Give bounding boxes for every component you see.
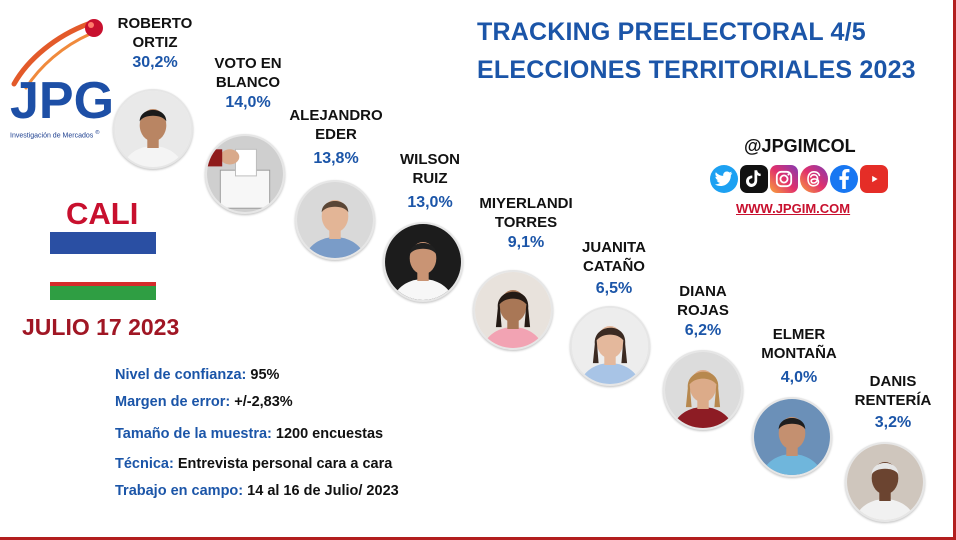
methodology-item: Nivel de confianza: 95% — [115, 367, 280, 383]
instagram-icon[interactable] — [770, 165, 798, 193]
avatar-icon — [115, 91, 191, 167]
candidate-photo — [752, 397, 832, 477]
flag-stripe-blue — [50, 232, 156, 254]
website-link[interactable]: WWW.JPGIM.COM — [736, 201, 851, 216]
candidate-photo — [845, 442, 925, 522]
threads-icon[interactable] — [800, 165, 828, 193]
methodology-item: Técnica: Entrevista personal cara a cara — [115, 456, 393, 472]
avatar-icon — [572, 308, 648, 384]
tiktok-icon[interactable] — [740, 165, 768, 193]
survey-date: JULIO 17 2023 — [22, 314, 180, 340]
candidate-name: DANIS RENTERÍA — [854, 373, 932, 409]
methodology-item: Tamaño de la muestra: 1200 encuestas — [115, 426, 384, 442]
twitter-icon[interactable] — [710, 165, 738, 193]
candidate-percentage: 4,0% — [780, 369, 818, 386]
flag-stripe-red — [50, 282, 156, 286]
candidate-photo — [295, 180, 375, 260]
logo-caption: Investigación de Mercados ® — [10, 130, 100, 140]
candidate-name: DIANA ROJAS — [677, 283, 729, 319]
avatar-icon — [847, 444, 923, 520]
jpg-logo: JPG Investigación de Mercados ® — [8, 14, 114, 140]
avatar-icon — [754, 399, 830, 475]
candidate-name: ROBERTO ORTIZ — [117, 15, 193, 51]
avatar-icon — [475, 272, 551, 348]
avatar-icon — [665, 352, 741, 428]
candidate-name: VOTO EN BLANCO — [214, 55, 282, 91]
candidate-photo — [663, 350, 743, 430]
candidate-percentage: 13,8% — [313, 150, 359, 167]
candidate-percentage: 9,1% — [507, 234, 545, 251]
social-handle: @JPGIMCOL — [744, 136, 856, 156]
candidate-name: MIYERLANDI TORRES — [479, 195, 573, 231]
candidate-name: ALEJANDRO EDER — [289, 107, 383, 143]
avatar-icon — [297, 182, 373, 258]
candidate-percentage: 13,0% — [407, 194, 453, 211]
candidate-name: ELMER MONTAÑA — [761, 326, 837, 362]
avatar-icon — [207, 136, 283, 212]
candidate-percentage: 14,0% — [225, 94, 271, 111]
candidate-percentage: 30,2% — [132, 54, 178, 71]
candidate-photo — [473, 270, 553, 350]
social-icons — [710, 165, 888, 193]
avatar-icon — [385, 224, 461, 300]
cali-flag — [50, 232, 156, 300]
candidate-photo — [383, 222, 463, 302]
candidate-percentage: 6,5% — [595, 280, 633, 297]
logo-mark-icon: JPG — [10, 19, 114, 130]
facebook-icon[interactable] — [830, 165, 858, 193]
flag-stripe-white — [50, 257, 156, 279]
candidate-percentage: 6,2% — [684, 322, 722, 339]
logo-text: JPG — [10, 72, 112, 130]
candidate-name: JUANITA CATAÑO — [582, 239, 646, 275]
candidate-name: WILSON RUIZ — [400, 151, 460, 187]
city-label: CALI — [66, 196, 139, 231]
flag-stripe-green — [50, 286, 156, 300]
candidate-photo — [570, 306, 650, 386]
page-title: TRACKING PREELECTORAL 4/5 — [477, 18, 866, 46]
page-subtitle: ELECCIONES TERRITORIALES 2023 — [477, 56, 916, 84]
candidate-percentage: 3,2% — [874, 414, 912, 431]
methodology-item: Margen de error: +/-2,83% — [115, 394, 293, 410]
candidate-photo — [113, 89, 193, 169]
methodology-item: Trabajo en campo: 14 al 16 de Julio/ 202… — [115, 483, 399, 499]
youtube-icon[interactable] — [860, 165, 888, 193]
candidate-photo — [205, 134, 285, 214]
